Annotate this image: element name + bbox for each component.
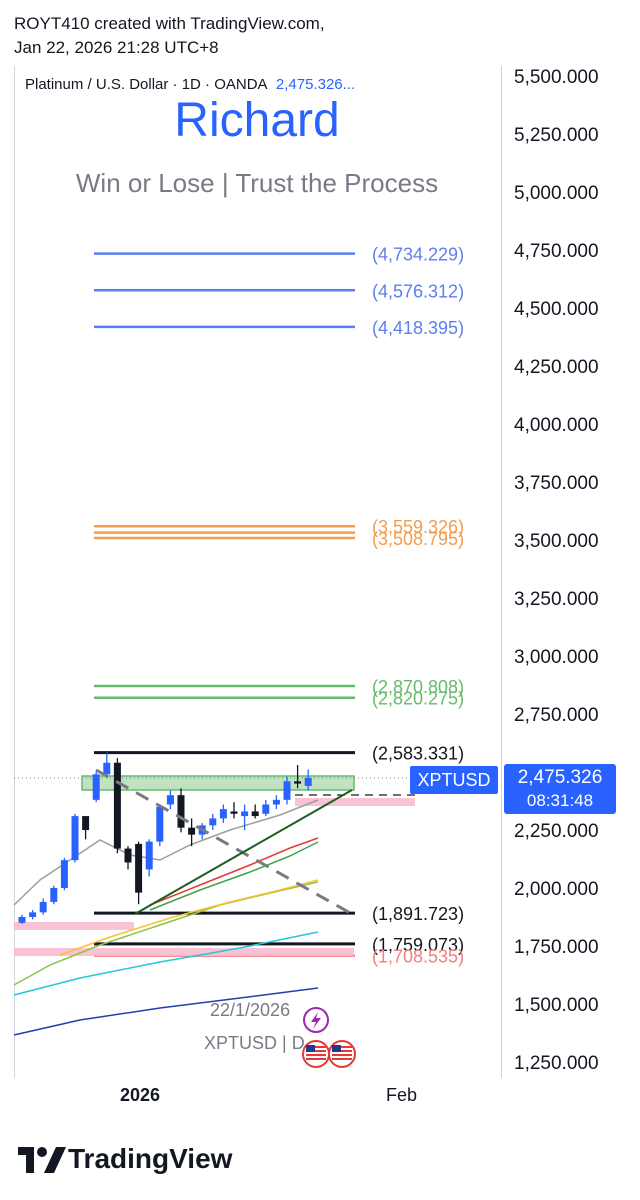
trend-lines [95, 768, 353, 916]
y-tick-label: 1,750.000 [514, 937, 599, 958]
candle-body [262, 804, 270, 814]
attribution-timestamp: Jan 22, 2026 21:28 UTC+8 [14, 38, 219, 57]
candle-body [283, 781, 291, 800]
chart-attribution: ROYT410 created with TradingView.com, Ja… [14, 12, 325, 60]
rising-trend-line [134, 789, 353, 915]
y-tick-label: 5,000.000 [514, 183, 599, 204]
candle-body [135, 843, 143, 893]
symbol-last-price: 2,475.326... [275, 76, 356, 93]
symbol-info-bar[interactable]: Platinum / U.S. Dollar · 1D · OANDA 2,47… [25, 76, 355, 93]
x-axis-label-feb: Feb [386, 1085, 418, 1105]
price-level-label: (3,508.795) [372, 529, 464, 549]
pink-zone [14, 948, 354, 956]
price-level-label: (4,734.229) [372, 245, 464, 265]
symbol-description: Platinum / U.S. Dollar · 1D · OANDA [25, 76, 268, 93]
y-tick-label: 3,500.000 [514, 531, 599, 552]
candle-body [113, 762, 121, 849]
us-flag-icon[interactable] [302, 1040, 330, 1068]
candle-body [39, 901, 47, 913]
tradingview-logo-icon[interactable] [18, 1143, 66, 1177]
moving-average-line [149, 841, 319, 911]
chart-pane[interactable] [14, 66, 502, 1078]
pink-zone [14, 922, 134, 930]
moving-average-line [13, 987, 319, 1036]
candle-body [166, 795, 174, 805]
y-tick-label: 2,250.000 [514, 821, 599, 842]
candle-body [18, 917, 26, 923]
candle-body [103, 762, 111, 775]
price-levels [94, 252, 355, 957]
symbol-price-label: XPTUSD [410, 766, 498, 794]
price-level-label: (2,583.331) [372, 744, 464, 764]
candle-body [230, 811, 238, 814]
candle-body [294, 781, 302, 784]
price-level-label: (2,870.808) [372, 677, 464, 697]
y-tick-label: 3,750.000 [514, 473, 599, 494]
price-level-label: (1,708.535) [372, 947, 464, 967]
event-icons[interactable] [300, 1006, 360, 1072]
dashed-trend-line [95, 768, 353, 916]
lightning-icon[interactable] [303, 1007, 329, 1033]
candle-body [29, 912, 37, 917]
candle-body [241, 811, 249, 817]
price-level-label: (1,759.073) [372, 935, 464, 955]
candle-body [188, 827, 196, 835]
y-tick-label: 4,250.000 [514, 357, 599, 378]
candle-body [71, 816, 79, 861]
candle-body [251, 811, 259, 817]
y-tick-label: 1,500.000 [514, 995, 599, 1016]
candle-body [82, 816, 90, 830]
y-tick-label: 2,750.000 [514, 705, 599, 726]
x-axis-label-2026: 2026 [120, 1085, 161, 1105]
moving-average-line [13, 931, 319, 996]
bar-countdown: 08:31:48 [526, 791, 594, 810]
zones [14, 775, 415, 956]
y-tick-label: 5,500.000 [514, 67, 599, 88]
attribution-author: ROYT410 created with TradingView.com, [14, 14, 325, 33]
candle-body [304, 777, 312, 786]
candle-body [177, 795, 185, 828]
candles [18, 752, 312, 924]
candle-body [50, 888, 58, 902]
candle-body [60, 860, 68, 888]
pink-zone [295, 798, 415, 806]
y-tick-label: 5,250.000 [514, 125, 599, 146]
y-tick-label: 4,750.000 [514, 241, 599, 262]
overlay-name: Richard [174, 94, 340, 147]
moving-average-line [59, 879, 319, 956]
candle-body [209, 818, 217, 826]
y-tick-label: 1,250.000 [514, 1053, 599, 1074]
y-tick-label: 4,500.000 [514, 299, 599, 320]
watermark-date: 22/1/2026 [210, 1000, 291, 1020]
moving-averages [13, 799, 319, 1036]
candle-body [156, 806, 164, 842]
y-tick-label: 3,000.000 [514, 647, 599, 668]
candle-body [272, 799, 280, 805]
watermark-symbol: XPTUSD | D [204, 1033, 305, 1053]
y-ticks: 5,500.000 5,250.000 5,000.000 4,750.000 4,50… [514, 67, 599, 1074]
candle-body [145, 841, 153, 870]
last-price-badge: 2,475.326 08:31:48 [504, 764, 616, 814]
price-level-label: (2,820.275) [372, 689, 464, 709]
y-tick-label: 2,000.000 [514, 879, 599, 900]
price-level-label: (3,559.326) [372, 517, 464, 537]
y-tick-label: 3,250.000 [514, 589, 599, 610]
moving-average-line [13, 799, 319, 906]
price-level-label: (4,576.312) [372, 281, 464, 301]
last-price-value: 2,475.326 [517, 767, 603, 788]
moving-average-line [149, 837, 319, 906]
overlay-motto: Win or Lose | Trust the Process [75, 168, 439, 198]
level-labels: (4,734.229) (4,576.312) (4,418.395) (3,559.… [372, 245, 464, 967]
price-level-label: (4,418.395) [372, 318, 464, 338]
moving-average-line [13, 881, 319, 986]
candle-body [219, 809, 227, 819]
price-level-label: (1,891.723) [372, 904, 464, 924]
tradingview-logo-text[interactable]: TradingView [68, 1143, 233, 1174]
y-tick-label: 4,000.000 [514, 415, 599, 436]
candle-body [92, 774, 100, 800]
us-flag-icon[interactable] [328, 1040, 356, 1068]
candle-body [124, 848, 132, 863]
